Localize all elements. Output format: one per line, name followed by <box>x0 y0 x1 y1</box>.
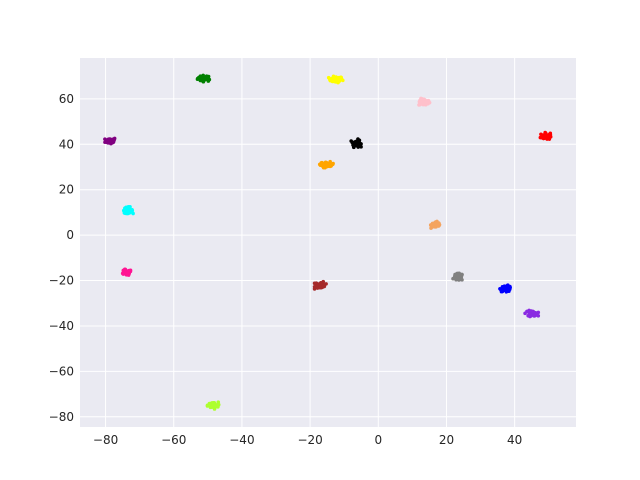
cluster <box>195 73 212 84</box>
data-point <box>548 131 553 136</box>
x-tick-label: −20 <box>297 433 322 447</box>
data-point <box>333 78 338 83</box>
data-point <box>435 222 439 227</box>
data-point <box>500 288 504 293</box>
data-point <box>321 279 326 284</box>
x-tick-label: 0 <box>374 433 382 447</box>
cluster <box>317 159 335 170</box>
x-axis-ticks: −80 −60 −40 −20 0 20 40 <box>93 433 522 447</box>
data-point <box>122 211 127 215</box>
y-tick-label: −80 <box>49 410 74 424</box>
data-point <box>504 289 509 294</box>
data-point <box>318 282 323 287</box>
data-point <box>529 309 534 313</box>
cluster <box>498 283 512 294</box>
data-point <box>195 76 200 81</box>
cluster <box>523 308 541 319</box>
data-point <box>534 313 539 317</box>
data-point <box>341 78 345 83</box>
data-point <box>351 145 356 150</box>
cluster <box>121 205 135 216</box>
data-point <box>199 77 203 82</box>
cluster <box>326 74 345 85</box>
data-point <box>325 164 330 169</box>
data-point <box>428 223 433 227</box>
data-point <box>418 98 422 103</box>
data-point <box>109 137 114 142</box>
data-point <box>207 77 212 82</box>
data-point <box>209 402 214 406</box>
plot-area <box>80 58 576 427</box>
y-axis-ticks: −80 −60 −40 −20 0 20 40 60 <box>49 92 74 424</box>
data-point <box>500 284 505 289</box>
data-point <box>216 405 220 409</box>
y-tick-label: −60 <box>49 364 74 378</box>
data-point <box>331 75 336 80</box>
x-tick-label: −80 <box>93 433 118 447</box>
grid-lines <box>80 58 576 427</box>
data-point <box>122 267 127 272</box>
cluster <box>417 96 432 107</box>
cluster <box>538 130 553 141</box>
data-point <box>198 74 203 78</box>
data-point <box>205 404 210 408</box>
cluster <box>120 267 133 277</box>
data-point <box>124 207 128 212</box>
y-tick-label: −20 <box>49 274 74 288</box>
data-point <box>336 79 341 84</box>
x-tick-label: 40 <box>507 433 522 447</box>
data-point <box>126 271 130 275</box>
data-point <box>548 135 553 139</box>
data-point <box>330 78 334 82</box>
cluster <box>428 219 442 230</box>
data-point <box>359 145 363 149</box>
x-tick-label: −40 <box>229 433 254 447</box>
data-point <box>204 77 209 81</box>
data-point <box>318 285 322 290</box>
y-tick-label: 40 <box>59 137 74 151</box>
data-point <box>352 140 357 144</box>
cluster <box>312 279 328 291</box>
data-point <box>326 75 331 80</box>
data-point <box>216 400 221 404</box>
data-points <box>103 73 553 411</box>
data-point <box>108 141 113 145</box>
data-point <box>525 309 529 314</box>
data-point <box>127 205 132 210</box>
cluster <box>205 400 221 411</box>
data-point <box>529 313 533 318</box>
y-tick-label: 0 <box>66 228 74 242</box>
y-tick-label: 60 <box>59 92 74 106</box>
data-point <box>505 284 509 288</box>
x-tick-label: −60 <box>161 433 186 447</box>
data-point <box>328 162 333 166</box>
data-point <box>426 100 430 105</box>
data-point <box>531 313 536 317</box>
data-point <box>321 283 326 288</box>
data-point <box>541 135 545 139</box>
x-tick-label: 20 <box>439 433 454 447</box>
data-point <box>130 207 134 212</box>
y-tick-label: −40 <box>49 319 74 333</box>
cluster <box>349 137 363 150</box>
data-point <box>455 273 459 277</box>
cluster <box>103 136 117 146</box>
data-point <box>319 161 324 165</box>
data-point <box>103 140 107 145</box>
data-point <box>131 211 135 216</box>
data-point <box>420 101 424 105</box>
y-tick-label: 20 <box>59 183 74 197</box>
cluster <box>451 271 464 282</box>
